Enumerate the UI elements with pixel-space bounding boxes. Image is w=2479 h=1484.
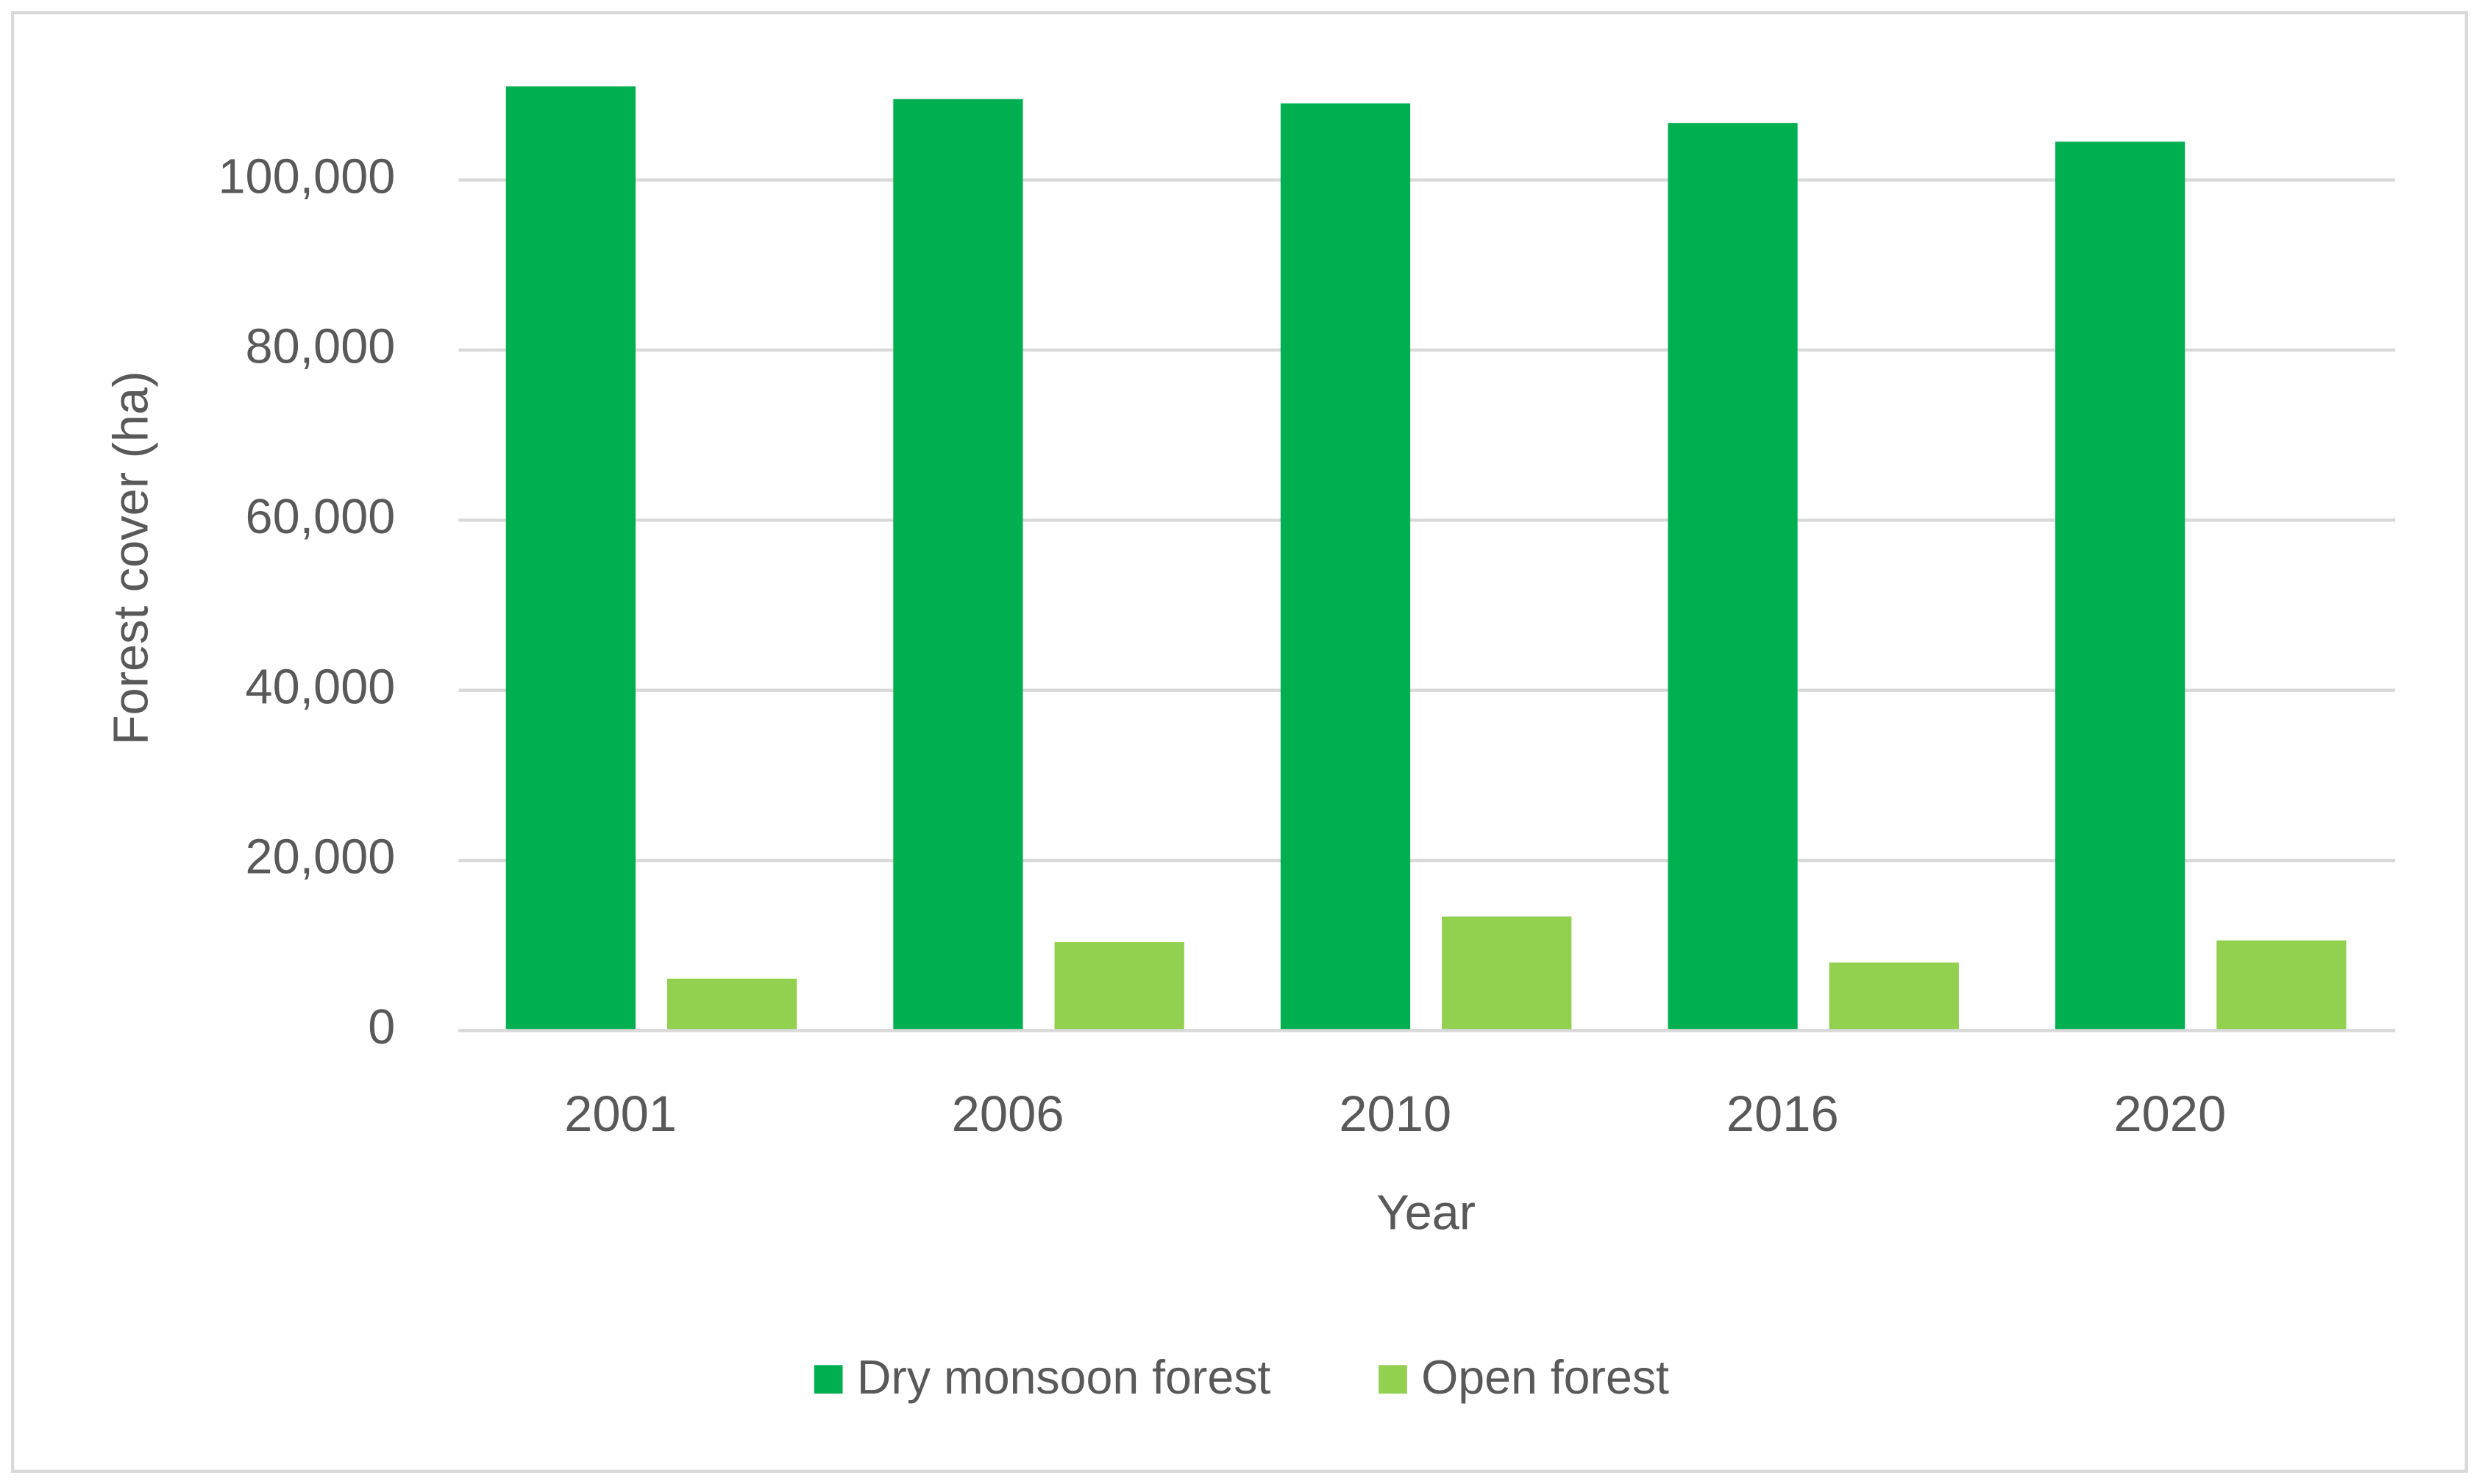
legend-label: Dry monsoon forest	[857, 1351, 1271, 1404]
bar	[2216, 940, 2347, 1031]
bar	[1280, 103, 1411, 1031]
y-tick-label: 40,000	[246, 660, 396, 714]
x-tick-label: 2001	[564, 1085, 677, 1142]
x-tick-label: 2010	[1339, 1085, 1451, 1142]
x-axis-title: Year	[1376, 1185, 1476, 1240]
legend-label: Open forest	[1421, 1351, 1669, 1404]
bar	[2055, 141, 2185, 1031]
bar	[1442, 916, 1572, 1031]
bar	[666, 978, 797, 1031]
bar	[505, 86, 636, 1031]
y-tick-label: 60,000	[246, 490, 396, 544]
x-tick-label: 2020	[2113, 1085, 2226, 1142]
bar	[1668, 123, 1798, 1031]
y-axis-title: Forest cover (ha)	[104, 371, 158, 746]
legend-swatch	[814, 1365, 843, 1394]
x-tick-label: 2016	[1726, 1085, 1839, 1142]
x-tick-label: 2006	[952, 1085, 1064, 1142]
bar	[1829, 962, 1959, 1031]
bar	[893, 99, 1023, 1031]
bar	[1054, 942, 1184, 1031]
y-tick-label: 100,000	[218, 149, 396, 204]
y-tick-label: 80,000	[246, 320, 396, 374]
legend-swatch	[1379, 1365, 1407, 1394]
y-tick-label: 0	[368, 1000, 395, 1055]
y-tick-label: 20,000	[246, 830, 396, 885]
